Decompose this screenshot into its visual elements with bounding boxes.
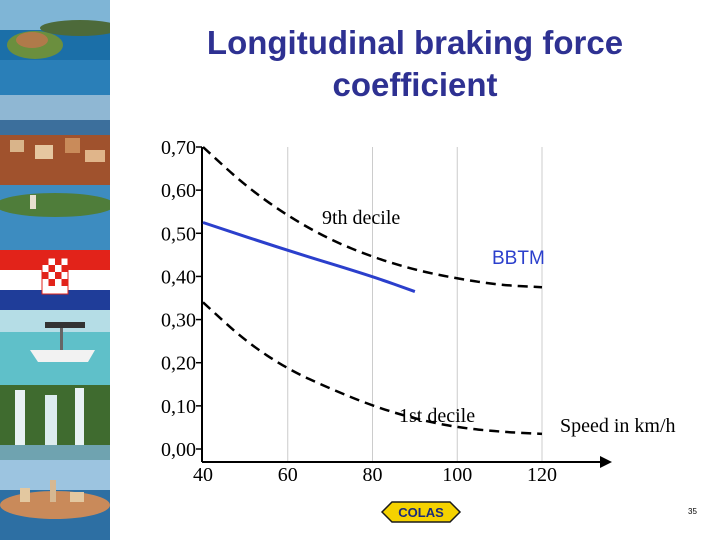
series-lines (202, 146, 543, 436)
y-tick-label: 0,70 (161, 137, 196, 159)
axes (201, 147, 612, 468)
grid-lines (287, 147, 543, 462)
photo-waterfalls (0, 385, 110, 460)
y-tick-label: 0,40 (161, 266, 196, 288)
colas-logo: COLAS (380, 501, 462, 523)
y-tick-label: 0,20 (161, 353, 196, 375)
annotation-9th-decile: 9th decile (322, 207, 400, 229)
x-axis-label: Speed in km/h (560, 415, 676, 437)
y-tick-label: 0,60 (161, 180, 196, 202)
x-tick-label: 60 (278, 464, 298, 486)
y-tick-label: 0,10 (161, 396, 196, 418)
photo-harbour (0, 95, 110, 185)
x-tick-label: 100 (442, 464, 472, 486)
photo-collage (0, 0, 110, 540)
annotation-bbtm: BBTM (492, 248, 545, 269)
y-tick-label: 0,50 (161, 223, 196, 245)
annotation-1st-decile: 1st decile (399, 405, 475, 427)
title-line-2: coefficient (332, 66, 498, 103)
photo-town (0, 460, 110, 540)
series-9th-decile (202, 146, 543, 289)
croatian-flag (0, 250, 110, 310)
title-line-1: Longitudinal braking force (206, 24, 624, 61)
colas-logo-text: COLAS (398, 505, 444, 520)
page-number: 35 (688, 507, 697, 516)
photo-sidebar (0, 0, 110, 540)
x-tick-label: 40 (193, 464, 213, 486)
series-1st-decile (202, 301, 543, 436)
x-tick-labels: 40 60 80 100 120 (193, 464, 557, 486)
y-tick-label: 0,00 (161, 439, 196, 461)
series-bbtm (202, 221, 416, 293)
y-tick-label: 0,30 (161, 310, 196, 332)
x-axis-arrow-icon (600, 456, 612, 468)
page-title: Longitudinal braking force coefficient (150, 22, 680, 106)
x-tick-label: 80 (363, 464, 383, 486)
photo-coast (0, 185, 110, 250)
x-tick-label: 120 (527, 464, 557, 486)
photo-boat (0, 310, 110, 385)
photo-island (0, 0, 110, 95)
y-tick-labels: 0,00 0,10 0,20 0,30 0,40 0,50 0,60 0,70 (161, 137, 202, 461)
